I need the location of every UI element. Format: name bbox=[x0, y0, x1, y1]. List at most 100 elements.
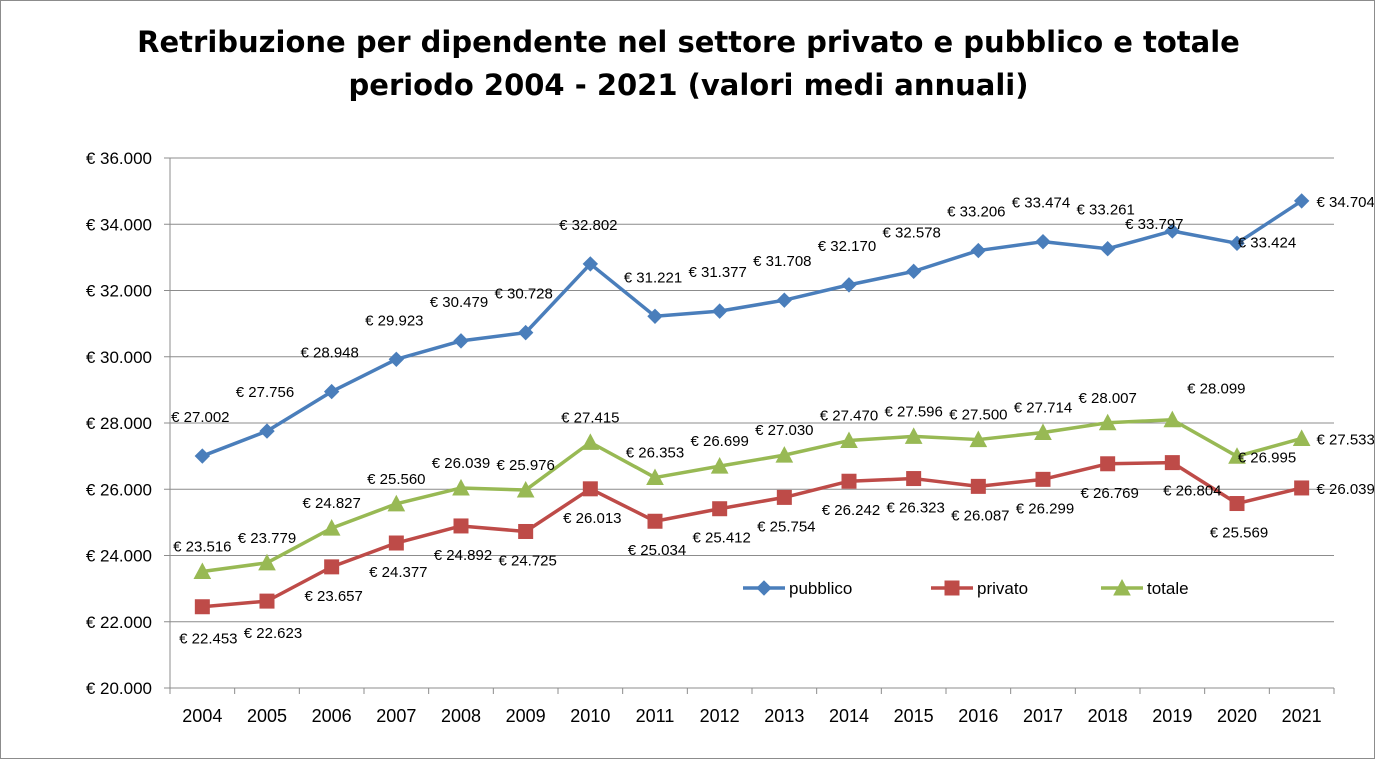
data-point-privato bbox=[1035, 471, 1051, 487]
data-label-pubblico: € 32.170 bbox=[818, 238, 876, 255]
legend-marker-totale bbox=[1113, 578, 1131, 596]
data-point-privato bbox=[453, 518, 469, 534]
data-point-totale bbox=[1163, 410, 1182, 428]
data-label-totale: € 27.596 bbox=[884, 403, 942, 420]
data-label-pubblico: € 30.728 bbox=[494, 286, 552, 303]
data-label-totale: € 27.500 bbox=[949, 407, 1007, 424]
data-point-pubblico bbox=[841, 277, 857, 293]
data-point-pubblico bbox=[905, 263, 922, 280]
data-label-pubblico: € 28.948 bbox=[300, 345, 358, 362]
data-point-totale bbox=[1098, 413, 1117, 431]
data-point-privato bbox=[970, 478, 986, 494]
data-point-pubblico bbox=[453, 333, 469, 349]
data-label-pubblico: € 31.377 bbox=[688, 264, 746, 281]
data-label-privato: € 24.725 bbox=[498, 552, 556, 569]
data-label-pubblico: € 27.756 bbox=[236, 384, 294, 401]
data-point-privato bbox=[841, 473, 857, 489]
data-point-privato bbox=[1294, 480, 1310, 496]
data-label-pubblico: € 32.802 bbox=[559, 217, 617, 234]
data-point-totale bbox=[775, 446, 794, 463]
x-tick-label: 2014 bbox=[829, 706, 869, 726]
data-label-pubblico: € 33.797 bbox=[1125, 216, 1183, 233]
x-tick-label: 2007 bbox=[376, 706, 416, 726]
data-point-privato bbox=[388, 535, 404, 551]
y-tick-label: € 30.000 bbox=[86, 348, 152, 367]
x-tick-label: 2020 bbox=[1217, 706, 1257, 726]
x-tick-label: 2006 bbox=[312, 706, 352, 726]
data-point-totale bbox=[581, 433, 600, 450]
data-label-pubblico: € 30.479 bbox=[430, 294, 488, 311]
data-label-privato: € 24.892 bbox=[434, 547, 492, 564]
y-tick-label: € 34.000 bbox=[86, 215, 152, 234]
data-point-totale bbox=[1292, 429, 1311, 446]
y-tick-label: € 32.000 bbox=[86, 282, 152, 301]
data-label-privato: € 26.087 bbox=[951, 507, 1009, 524]
y-tick-label: € 26.000 bbox=[86, 480, 152, 499]
data-point-privato bbox=[582, 481, 598, 497]
gridlines bbox=[170, 157, 1334, 689]
data-label-totale: € 23.516 bbox=[173, 539, 231, 556]
series-line-pubblico bbox=[201, 199, 1303, 458]
data-label-pubblico: € 32.578 bbox=[882, 224, 940, 241]
data-label-totale: € 28.099 bbox=[1187, 381, 1245, 398]
data-point-privato bbox=[647, 513, 663, 529]
data-label-privato: € 26.804 bbox=[1163, 483, 1221, 500]
data-point-pubblico bbox=[1293, 193, 1310, 209]
x-tick-label: 2019 bbox=[1152, 706, 1192, 726]
data-point-privato bbox=[1229, 496, 1245, 512]
data-label-privato: € 24.377 bbox=[369, 564, 427, 581]
data-label-privato: € 22.623 bbox=[244, 625, 302, 642]
x-tick-label: 2015 bbox=[894, 706, 934, 726]
data-label-privato: € 26.013 bbox=[563, 510, 621, 527]
data-label-totale: € 26.353 bbox=[626, 445, 684, 462]
data-point-pubblico bbox=[1035, 233, 1051, 250]
y-tick-label: € 22.000 bbox=[86, 613, 152, 632]
data-label-privato: € 26.769 bbox=[1080, 485, 1138, 502]
legend-label-totale: totale bbox=[1147, 579, 1189, 598]
data-label-totale: € 23.779 bbox=[238, 530, 296, 547]
data-label-totale: € 26.995 bbox=[1238, 449, 1296, 466]
data-point-privato bbox=[906, 471, 922, 487]
legend-marker-privato bbox=[944, 580, 960, 596]
data-point-pubblico bbox=[711, 303, 728, 319]
data-point-pubblico bbox=[517, 324, 534, 341]
data-label-privato: € 25.412 bbox=[692, 530, 750, 547]
x-tick-label: 2011 bbox=[636, 706, 675, 726]
y-tick-label: € 28.000 bbox=[86, 414, 152, 433]
data-label-pubblico: € 34.704 bbox=[1316, 194, 1374, 211]
data-label-totale: € 25.976 bbox=[496, 457, 554, 474]
data-label-pubblico: € 31.708 bbox=[753, 253, 811, 270]
data-point-totale bbox=[258, 553, 276, 571]
x-tick-label: 2021 bbox=[1282, 706, 1322, 726]
data-point-pubblico bbox=[388, 351, 405, 368]
data-point-privato bbox=[518, 523, 534, 539]
data-label-totale: € 27.470 bbox=[820, 408, 878, 425]
legend-marker-pubblico bbox=[756, 580, 772, 596]
data-label-privato: € 26.039 bbox=[1316, 481, 1374, 498]
data-label-pubblico: € 33.206 bbox=[947, 204, 1005, 221]
data-point-pubblico bbox=[647, 308, 663, 325]
data-label-totale: € 27.030 bbox=[755, 422, 813, 439]
data-label-pubblico: € 33.474 bbox=[1012, 195, 1070, 212]
data-label-totale: € 27.714 bbox=[1014, 399, 1072, 416]
axes: € 20.000 € 22.000 € 24.000 € 26.000 € 28.000… bbox=[86, 149, 1335, 726]
data-label-totale: € 26.699 bbox=[690, 433, 748, 450]
data-point-pubblico bbox=[259, 423, 275, 439]
series-line-privato bbox=[202, 460, 1303, 609]
data-label-totale: € 26.039 bbox=[432, 455, 490, 472]
data-point-totale bbox=[904, 427, 923, 444]
legend-label-pubblico: pubblico bbox=[789, 579, 852, 598]
data-label-pubblico: € 29.923 bbox=[365, 312, 423, 329]
data-point-privato bbox=[776, 489, 792, 505]
x-tick-label: 2005 bbox=[247, 706, 287, 726]
legend: pubblico privato totale bbox=[743, 578, 1189, 598]
data-point-pubblico bbox=[776, 292, 793, 308]
data-label-privato: € 25.569 bbox=[1210, 525, 1268, 542]
data-label-totale: € 25.560 bbox=[367, 471, 425, 488]
data-point-totale bbox=[646, 468, 664, 486]
chart-title: Retribuzione per dipendente nel settore … bbox=[1, 21, 1374, 107]
data-label-privato: € 25.754 bbox=[757, 518, 815, 535]
data-label-totale: € 27.415 bbox=[561, 409, 619, 426]
